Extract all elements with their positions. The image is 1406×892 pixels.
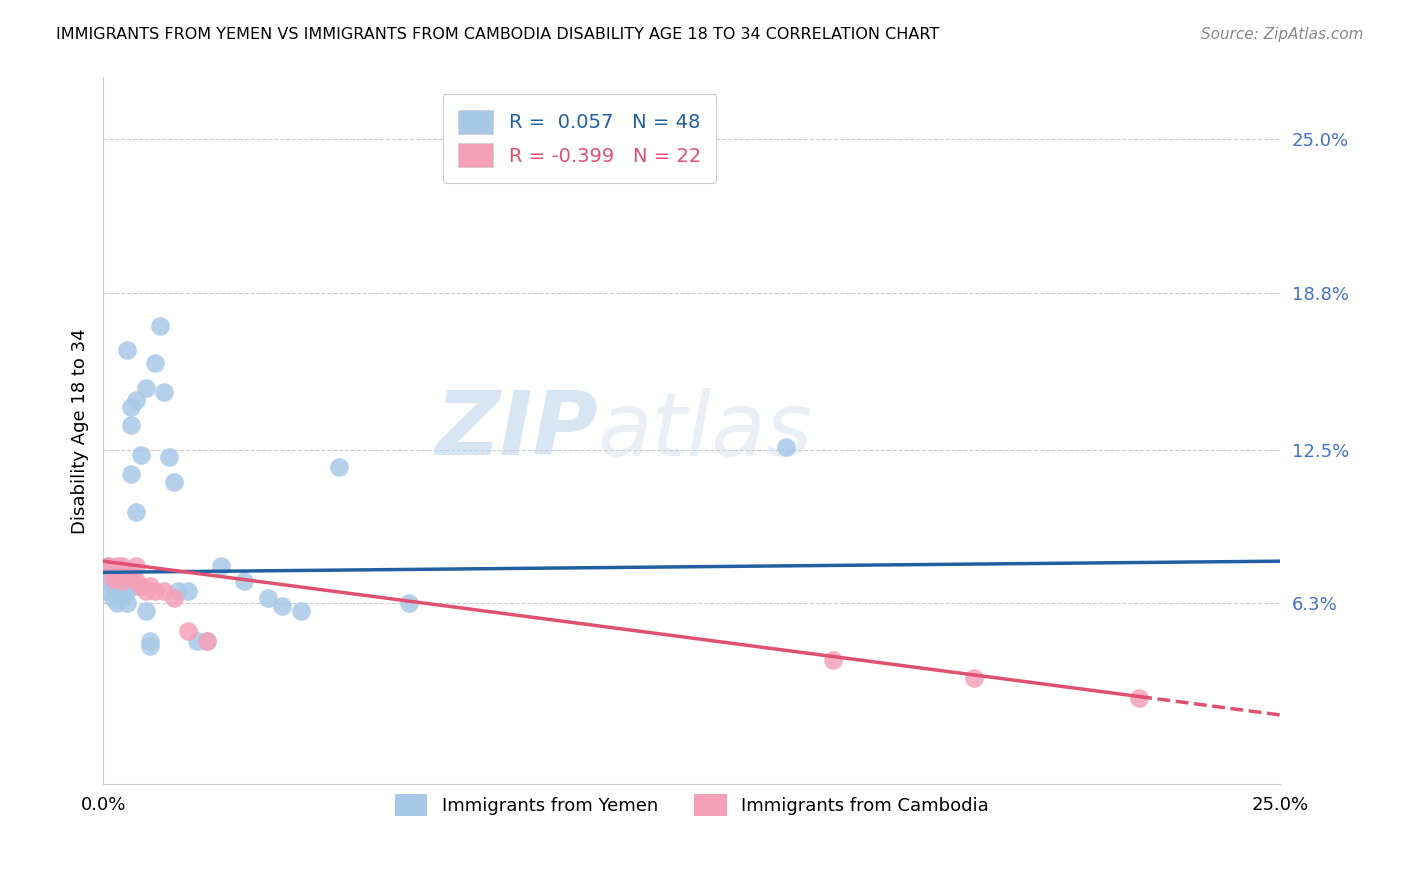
Point (105, 596, 128, 610)
Point (115, 572, 138, 586)
Point (101, 579, 124, 593)
Point (97, 583, 120, 598)
Point (290, 604, 312, 618)
Text: atlas: atlas (598, 388, 813, 474)
Point (271, 599, 294, 613)
Point (111, 583, 134, 598)
Text: IMMIGRANTS FROM YEMEN VS IMMIGRANTS FROM CAMBODIA DISABILITY AGE 18 TO 34 CORREL: IMMIGRANTS FROM YEMEN VS IMMIGRANTS FROM… (56, 27, 939, 42)
Point (153, 385, 176, 400)
Point (823, 653, 845, 667)
Point (101, 591, 124, 606)
Point (97, 559, 120, 574)
Point (167, 583, 190, 598)
Point (115, 583, 138, 598)
Y-axis label: Disability Age 18 to 34: Disability Age 18 to 34 (72, 328, 89, 533)
Point (111, 559, 134, 574)
Point (115, 343, 138, 358)
Point (111, 591, 134, 606)
Point (101, 572, 124, 586)
Point (139, 639, 162, 653)
Point (149, 318, 172, 333)
Point (143, 583, 166, 598)
Point (105, 569, 128, 583)
Point (111, 574, 134, 588)
Point (101, 572, 124, 586)
Point (139, 633, 162, 648)
Point (157, 450, 180, 464)
Point (125, 574, 148, 588)
Point (177, 624, 200, 638)
Point (143, 356, 166, 370)
Point (1128, 690, 1150, 705)
Point (186, 633, 208, 648)
Point (111, 561, 134, 575)
Point (120, 417, 142, 432)
Point (163, 591, 186, 606)
Point (97, 559, 120, 574)
Point (125, 392, 148, 407)
Point (120, 467, 142, 482)
Point (139, 579, 162, 593)
Point (97, 574, 120, 588)
Point (125, 579, 148, 593)
Text: Source: ZipAtlas.com: Source: ZipAtlas.com (1201, 27, 1364, 42)
Point (195, 633, 218, 648)
Point (195, 633, 218, 648)
Point (233, 574, 256, 588)
Point (134, 380, 156, 394)
Point (105, 569, 128, 583)
Point (105, 579, 128, 593)
Point (105, 559, 128, 574)
Point (257, 591, 280, 606)
Point (328, 459, 350, 474)
Point (125, 559, 148, 574)
Point (163, 475, 186, 489)
Point (153, 583, 176, 598)
Point (111, 574, 134, 588)
Point (115, 596, 138, 610)
Point (115, 564, 138, 578)
Point (105, 589, 128, 603)
Legend: Immigrants from Yemen, Immigrants from Cambodia: Immigrants from Yemen, Immigrants from C… (385, 785, 998, 825)
Text: ZIP: ZIP (434, 387, 598, 475)
Point (134, 604, 156, 618)
Point (120, 569, 142, 583)
Point (129, 448, 152, 462)
Point (963, 671, 986, 685)
Point (177, 583, 200, 598)
Point (134, 583, 156, 598)
Point (209, 559, 232, 574)
Point (125, 504, 148, 518)
Point (775, 440, 797, 454)
Point (101, 564, 124, 578)
Point (101, 564, 124, 578)
Point (398, 596, 420, 610)
Point (129, 579, 152, 593)
Point (120, 401, 142, 415)
